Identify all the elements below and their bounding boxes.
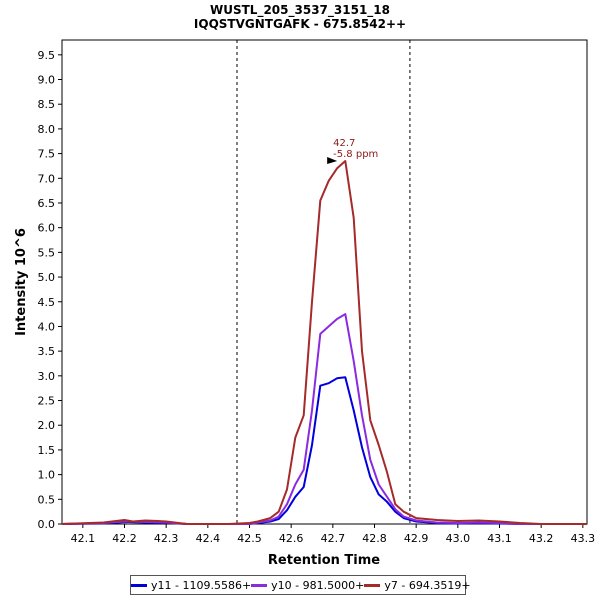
y-tick-label: 1.5 xyxy=(38,444,56,457)
series-line-2 xyxy=(61,160,587,525)
x-tick-label: 42.8 xyxy=(362,532,387,545)
y-tick-label: 0.5 xyxy=(38,493,56,506)
peak-annotation: 42.7 -5.8 ppm xyxy=(327,138,378,164)
y-tick-label: 4.5 xyxy=(38,296,56,309)
legend-label: y11 - 1109.5586+ xyxy=(151,578,252,592)
y-axis-label: Intensity 10^6 xyxy=(14,228,29,336)
y-tick-label: 9.5 xyxy=(38,49,56,62)
chart-legend: y11 - 1109.5586+ y10 - 981.5000+ y7 - 694.… xyxy=(130,575,471,595)
x-tick-label: 43.1 xyxy=(487,532,512,545)
x-axis: 42.1 42.2 42.3 42.4 42.5 42.6 42.7 42.8 42.9 43.0… xyxy=(71,524,596,545)
y-tick-label: 9.0 xyxy=(38,74,56,87)
x-tick-label: 42.5 xyxy=(237,532,262,545)
x-tick-label: 43.0 xyxy=(446,532,471,545)
y-tick-label: 4.0 xyxy=(38,320,56,333)
y-tick-label: 5.5 xyxy=(38,246,56,259)
y-tick-label: 1.0 xyxy=(38,469,56,482)
peak-annotation-rt: 42.7 xyxy=(333,138,355,149)
legend-item: y7 - 694.3519+ xyxy=(364,578,471,592)
chart-subtitle: IQQSTVGNTGAFK - 675.8542++ xyxy=(193,17,407,31)
x-tick-label: 42.6 xyxy=(279,532,304,545)
x-tick-label: 42.3 xyxy=(154,532,179,545)
peak-arrow-marker xyxy=(327,157,338,164)
x-tick-label: 43.2 xyxy=(529,532,554,545)
x-tick-label: 42.4 xyxy=(196,532,221,545)
y-tick-label: 7.0 xyxy=(38,172,56,185)
legend-label: y7 - 694.3519+ xyxy=(384,578,471,592)
legend-swatch xyxy=(131,583,147,587)
y-tick-label: 0.0 xyxy=(38,518,56,531)
legend-label: y10 - 981.5000+ xyxy=(271,578,365,592)
y-tick-label: 8.5 xyxy=(38,98,56,111)
y-tick-label: 6.0 xyxy=(38,222,56,235)
x-tick-label: 43.3 xyxy=(571,532,596,545)
plot-area xyxy=(61,39,588,525)
legend-swatch xyxy=(364,583,381,587)
y-tick-label: 6.5 xyxy=(38,197,56,210)
y-tick-label: 3.5 xyxy=(38,345,56,358)
y-tick-label: 5.0 xyxy=(38,271,56,284)
y-tick-label: 2.0 xyxy=(38,419,56,432)
series-layer xyxy=(61,160,587,525)
x-tick-label: 42.2 xyxy=(112,532,137,545)
y-tick-label: 8.0 xyxy=(38,123,56,136)
y-axis: 0.0 0.5 1.0 1.5 2.0 2.5 3.0 3.5 4.0 4.5 5.0 5.5 6.0 6… xyxy=(38,49,62,531)
integration-bounds xyxy=(236,40,411,524)
y-tick-label: 7.5 xyxy=(38,148,56,161)
chart-title: WUSTL_205_3537_3151_18 xyxy=(210,3,390,17)
x-axis-label: Retention Time xyxy=(268,553,380,568)
y-tick-label: 3.0 xyxy=(38,370,56,383)
x-tick-label: 42.1 xyxy=(71,532,96,545)
legend-swatch xyxy=(251,583,268,587)
x-tick-label: 42.9 xyxy=(404,532,429,545)
legend-item: y11 - 1109.5586+ xyxy=(131,579,251,592)
y-tick-label: 2.5 xyxy=(38,395,56,408)
x-tick-label: 42.7 xyxy=(321,532,346,545)
legend-item: y10 - 981.5000+ xyxy=(251,579,364,592)
peak-annotation-ppm: -5.8 ppm xyxy=(333,149,378,160)
